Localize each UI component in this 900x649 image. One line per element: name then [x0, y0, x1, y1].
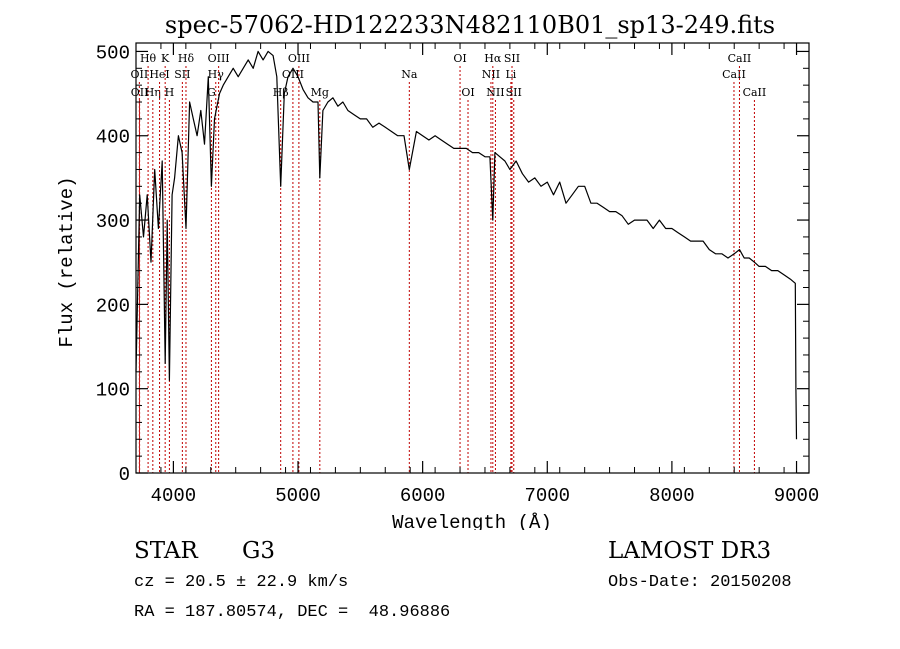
- marker-label: Hη: [145, 86, 161, 99]
- marker-label: H: [165, 86, 175, 99]
- marker-label: SII: [506, 86, 522, 99]
- object-class: STAR: [134, 538, 198, 564]
- plot-frame: [135, 42, 810, 474]
- marker-label: SII: [504, 52, 520, 65]
- x-tick-label: 7000: [524, 485, 570, 507]
- marker-label: OII: [131, 68, 149, 81]
- marker-label: SII: [174, 68, 190, 81]
- y-tick-label: 300: [96, 211, 130, 233]
- marker-label: OIII: [208, 52, 230, 65]
- spectrum-chart: spec-57062-HD122233N482110B01_sp13-249.f…: [56, 11, 820, 530]
- x-axis-label: Wavelength (Å): [392, 512, 552, 530]
- y-tick-label: 200: [96, 295, 130, 317]
- x-tick-label: 9000: [774, 485, 820, 507]
- y-axis-label: Flux (relative): [56, 176, 78, 347]
- y-tick-label: 0: [119, 464, 130, 486]
- marker-label: OIII: [282, 68, 304, 81]
- survey-name: LAMOST DR3: [608, 538, 772, 564]
- marker-label: G: [207, 86, 216, 99]
- marker-label: CaII: [728, 52, 752, 65]
- marker-label: OI: [461, 86, 474, 99]
- marker-label: Hδ: [178, 52, 195, 65]
- x-tick-label: 4000: [151, 485, 197, 507]
- marker-label: NII: [482, 68, 500, 81]
- marker-label: CaII: [722, 68, 746, 81]
- marker-label: Hα: [484, 52, 502, 65]
- marker-label: OIII: [288, 52, 310, 65]
- marker-label: Li: [505, 68, 516, 81]
- marker-label: Hβ: [273, 86, 289, 99]
- x-tick-label: 8000: [649, 485, 695, 507]
- marker-label: HeI: [149, 68, 169, 81]
- marker-label: Na: [401, 68, 418, 81]
- y-tick-label: 500: [96, 42, 130, 64]
- marker-label: Hγ: [208, 68, 225, 81]
- object-subclass: G3: [242, 538, 276, 564]
- marker-label: Mg: [311, 86, 329, 99]
- redshift-text: cz = 20.5 ± 22.9 km/s: [134, 573, 349, 592]
- coordinates-text: RA = 187.80574, DEC = 48.96886: [134, 603, 451, 622]
- marker-label: OI: [453, 52, 466, 65]
- chart-title: spec-57062-HD122233N482110B01_sp13-249.f…: [165, 11, 775, 39]
- x-tick-label: 5000: [275, 485, 321, 507]
- x-tick-label: 6000: [400, 485, 446, 507]
- marker-label: CaII: [743, 86, 767, 99]
- marker-label: Hθ: [140, 52, 157, 65]
- marker-label: NII: [486, 86, 504, 99]
- y-tick-label: 100: [96, 380, 130, 402]
- marker-label: OII: [131, 86, 149, 99]
- y-tick-label: 400: [96, 127, 130, 149]
- obs-date-text: Obs-Date: 20150208: [608, 573, 792, 592]
- axis-ticks: 4000 5000 6000 7000 8000 9000 0 100 200 300 400 500: [96, 42, 820, 507]
- marker-label: K: [161, 52, 170, 65]
- spectrum-line: [135, 50, 798, 440]
